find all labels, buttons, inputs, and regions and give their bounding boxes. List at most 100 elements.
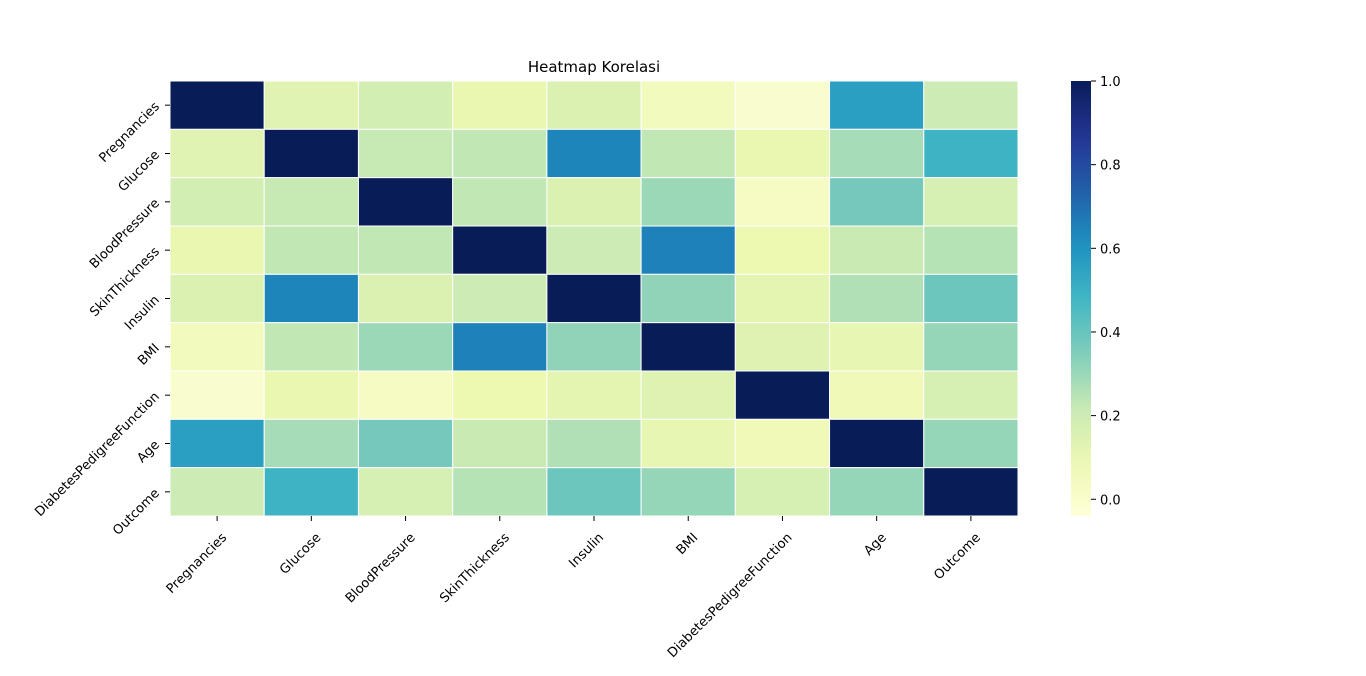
heatmap-cell-3-0 [169, 225, 265, 275]
heatmap-cell-8-3 [452, 467, 548, 517]
heatmap-cell-4-6 [734, 273, 831, 324]
heatmap-cell-7-7 [829, 418, 925, 469]
heatmap-cell-6-6 [734, 370, 831, 420]
heatmap-cell-1-6 [734, 128, 831, 179]
heatmap-cell-4-0 [169, 273, 265, 324]
heatmap-cell-4-5 [640, 273, 736, 324]
y-tick-label: Outcome [110, 486, 163, 539]
heatmap-cell-0-0 [169, 80, 265, 130]
heatmap-cell-1-4 [546, 128, 642, 179]
heatmap-cell-6-4 [546, 370, 642, 420]
heatmap-cell-3-4 [546, 225, 642, 275]
colorbar-tick-label: 0.4 [1100, 326, 1121, 341]
heatmap-cell-3-1 [263, 225, 359, 275]
colorbar-tick-label: 0.8 [1100, 159, 1121, 174]
y-tick-label: Insulin [122, 293, 163, 334]
heatmap-cell-7-2 [357, 418, 454, 469]
heatmap-cell-0-1 [263, 80, 359, 130]
heatmap-cell-1-7 [829, 128, 925, 179]
heatmap-cell-3-3 [452, 225, 548, 275]
heatmap-cell-4-2 [357, 273, 454, 324]
heatmap-cell-2-0 [169, 177, 265, 227]
heatmap-cell-5-4 [546, 322, 642, 372]
x-tick-label: Glucose [277, 530, 324, 577]
heatmap-cell-8-7 [829, 467, 925, 517]
heatmap-cell-0-3 [452, 80, 548, 130]
heatmap-cell-2-7 [829, 177, 925, 227]
heatmap-cell-6-1 [263, 370, 359, 420]
heatmap-cell-5-5 [640, 322, 736, 372]
heatmap-cell-0-2 [357, 80, 454, 130]
heatmap-cell-8-2 [357, 467, 454, 517]
colorbar-tick-label: 0.6 [1100, 242, 1121, 257]
heatmap-cell-2-2 [357, 177, 454, 227]
y-axis: PregnanciesGlucoseBloodPressureSkinThick… [32, 99, 170, 539]
heatmap-cell-6-0 [169, 370, 265, 420]
heatmap-cell-6-3 [452, 370, 548, 420]
heatmap-cell-8-4 [546, 467, 642, 517]
x-axis: Pregnancies Glucose BloodPressure SkinThick… [164, 516, 984, 661]
heatmap-cell-3-5 [640, 225, 736, 275]
heatmap-cell-4-8 [923, 273, 1019, 324]
heatmap-cell-3-6 [734, 225, 831, 275]
y-tick-label: BMI [135, 341, 163, 369]
heatmap-cell-2-5 [640, 177, 736, 227]
heatmap-cell-0-4 [546, 80, 642, 130]
heatmap-cells [169, 80, 1019, 517]
heatmap-cell-8-1 [263, 467, 359, 517]
heatmap-cell-1-8 [923, 128, 1019, 179]
heatmap-cell-0-8 [923, 80, 1019, 130]
colorbar: 0.0 0.2 0.4 0.6 0.8 1.0 [1071, 75, 1121, 516]
heatmap-cell-7-1 [263, 418, 359, 469]
x-tick-label: Outcome [931, 530, 984, 583]
heatmap-cell-6-2 [357, 370, 454, 420]
heatmap-cell-7-8 [923, 418, 1019, 469]
x-tick-label: SkinThickness [437, 530, 513, 606]
colorbar-tick-label: 0.0 [1100, 493, 1121, 508]
heatmap-cell-2-1 [263, 177, 359, 227]
x-tick-label: Age [861, 530, 889, 558]
heatmap-cell-8-5 [640, 467, 736, 517]
heatmap-cell-8-6 [734, 467, 831, 517]
heatmap-cell-5-7 [829, 322, 925, 372]
heatmap-cell-4-3 [452, 273, 548, 324]
heatmap-cell-3-8 [923, 225, 1019, 275]
heatmap-cell-7-0 [169, 418, 265, 469]
heatmap-cell-5-0 [169, 322, 265, 372]
heatmap-cell-1-0 [169, 128, 265, 179]
heatmap-cell-5-8 [923, 322, 1019, 372]
y-tick-label: Age [134, 438, 162, 466]
heatmap-cell-0-6 [734, 80, 831, 130]
heatmap-cell-7-4 [546, 418, 642, 469]
heatmap-cell-5-2 [357, 322, 454, 372]
heatmap-cell-0-5 [640, 80, 736, 130]
heatmap-cell-5-3 [452, 322, 548, 372]
heatmap-cell-7-5 [640, 418, 736, 469]
colorbar-gradient [1071, 81, 1091, 516]
x-tick-label: Insulin [566, 530, 607, 571]
heatmap-cell-2-4 [546, 177, 642, 227]
heatmap-cell-5-6 [734, 322, 831, 372]
heatmap-cell-0-7 [829, 80, 925, 130]
heatmap-cell-3-7 [829, 225, 925, 275]
colorbar-tick-label: 1.0 [1100, 75, 1121, 90]
heatmap-cell-1-3 [452, 128, 548, 179]
heatmap-cell-1-2 [357, 128, 454, 179]
heatmap-cell-2-3 [452, 177, 548, 227]
heatmap-cell-5-1 [263, 322, 359, 372]
x-tick-label: BMI [674, 530, 702, 558]
heatmap-cell-7-6 [734, 418, 831, 469]
heatmap-cell-8-8 [923, 467, 1019, 517]
heatmap-cell-1-5 [640, 128, 736, 179]
heatmap-cell-1-1 [263, 128, 359, 179]
x-tick-label: Pregnancies [164, 530, 231, 597]
heatmap-cell-6-5 [640, 370, 736, 420]
heatmap-cell-4-1 [263, 273, 359, 324]
x-tick-label: BloodPressure [343, 530, 419, 606]
heatmap-cell-6-7 [829, 370, 925, 420]
heatmap-cell-2-8 [923, 177, 1019, 227]
colorbar-tick-label: 0.2 [1100, 410, 1121, 425]
chart-title: Heatmap Korelasi [528, 58, 660, 76]
